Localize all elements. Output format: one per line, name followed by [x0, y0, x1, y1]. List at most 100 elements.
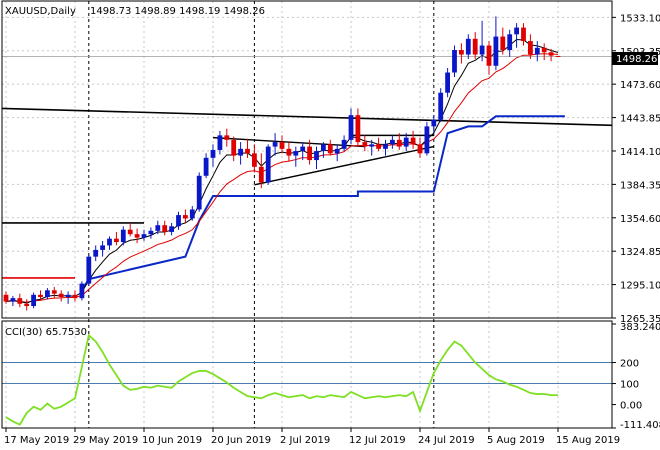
candle-body [38, 294, 43, 298]
price-tick-label: 1533.10 [620, 13, 660, 24]
candle-body [58, 293, 64, 298]
x-tick-label: 5 Aug 2019 [487, 435, 545, 446]
candle-body [307, 146, 312, 161]
candle-body [203, 157, 209, 176]
candle-body [507, 34, 513, 51]
price-tag: 1498.26 [612, 52, 658, 65]
price-panel-frame [1, 0, 613, 319]
candle-body [231, 139, 237, 156]
candle-body [341, 139, 347, 149]
price-tag-text: 1498.26 [616, 54, 657, 65]
price-tick-label: 1324.85 [620, 247, 660, 258]
candle-body [521, 27, 526, 42]
price-tick-label: 1473.60 [620, 80, 660, 91]
x-tick-label: 17 May 2019 [4, 435, 69, 446]
candle-body [534, 47, 540, 55]
candle-body [410, 137, 416, 145]
candle-body [465, 38, 471, 55]
candle-body [189, 209, 195, 219]
candle-body [445, 72, 450, 93]
price-tick-label: 1265.35 [620, 314, 660, 325]
candle-body [376, 144, 381, 149]
candle-body [134, 234, 140, 238]
candle-body [514, 27, 519, 35]
candle-body [438, 92, 444, 120]
candle-body [424, 126, 430, 154]
candle-body [141, 234, 147, 238]
candle-body [3, 294, 9, 302]
candle-body [224, 135, 230, 140]
slow-moving-average [5, 53, 559, 303]
candle-body [127, 229, 133, 235]
candle-body [293, 151, 299, 156]
candle-body [486, 45, 492, 66]
cci-label: CCI(30) 65.7530 [5, 327, 87, 338]
long-trendline [1, 107, 613, 127]
cci-tick-label: 383.2404 [620, 322, 660, 333]
candle-body [155, 225, 161, 231]
candle-body [238, 148, 243, 156]
candle-body [162, 225, 168, 232]
candle-body [107, 238, 112, 246]
candle-body [120, 229, 126, 243]
price-tick-label: 1414.10 [620, 147, 660, 158]
x-tick-label: 12 Jul 2019 [349, 435, 406, 446]
candle-body [93, 249, 99, 257]
price-tick-label: 1443.85 [620, 114, 660, 125]
candle-body [24, 303, 30, 307]
candle-body [10, 298, 16, 302]
candle-body [500, 36, 506, 51]
candle-body [114, 238, 119, 243]
x-tick-label: 24 Jul 2019 [418, 435, 475, 446]
candle-body [396, 139, 402, 147]
candle-body [548, 52, 554, 56]
x-tick-label: 29 May 2019 [73, 435, 138, 446]
x-tick-label: 10 Jun 2019 [142, 435, 202, 446]
candle-body [472, 38, 478, 55]
candle-body [479, 45, 485, 55]
candle-body [176, 215, 181, 227]
price-tick-label: 1354.60 [620, 214, 660, 225]
candle-body [555, 55, 561, 57]
candle-body [183, 215, 188, 219]
candle-body [65, 294, 71, 298]
ohlc-label: 1498.73 1498.89 1498.19 1498.26 [90, 6, 265, 17]
candle-body [169, 226, 174, 232]
candle-body [459, 50, 464, 55]
candle-body [369, 144, 375, 147]
candle-body [45, 290, 50, 298]
candle-body [279, 142, 285, 149]
candle-body [321, 144, 326, 152]
support-step-line [81, 115, 565, 291]
candle-body [334, 148, 340, 154]
candle-body [452, 50, 457, 73]
candle-body [258, 166, 264, 183]
candle-body [314, 151, 319, 161]
symbol-label: XAUUSD,Daily [5, 6, 76, 17]
candle-body [355, 115, 361, 143]
cci-tick-label: 200 [620, 359, 639, 370]
x-tick-label: 20 Jun 2019 [211, 435, 271, 446]
candle-body [383, 144, 388, 149]
candle-body [72, 294, 78, 299]
candle-body [79, 283, 85, 299]
candle-body [493, 36, 499, 66]
price-tick-label: 1384.35 [620, 180, 660, 191]
indicator-panel-frame [1, 320, 613, 429]
candle-body [541, 47, 547, 53]
cci-tick-label: 0.00 [620, 401, 642, 412]
cci-tick-label: 100 [620, 380, 639, 391]
triangle-lower [254, 145, 434, 186]
candle-body [300, 146, 306, 152]
candle-body [245, 148, 250, 154]
x-tick-label: 2 Jul 2019 [280, 435, 330, 446]
cci-tick-label: -111.4084 [620, 420, 660, 431]
candle-body [51, 290, 57, 294]
candle-body [528, 41, 533, 55]
cci-line [5, 333, 558, 426]
candle-body [348, 115, 354, 140]
candle-body [403, 137, 409, 147]
candle-body [417, 144, 423, 154]
candle-body [210, 149, 216, 158]
